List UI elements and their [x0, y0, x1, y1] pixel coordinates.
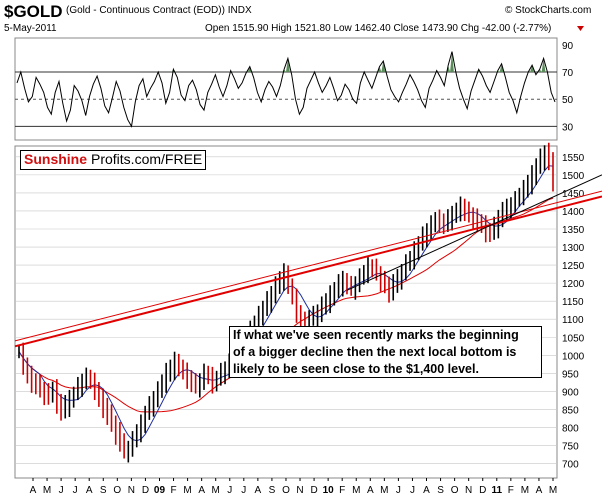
x-tick-label: D — [479, 485, 486, 496]
x-tick-label: M — [380, 485, 388, 496]
x-tick-label: A — [30, 485, 37, 496]
x-tick-label: S — [100, 485, 107, 496]
logo-black-text: Profits.com/FREE — [91, 151, 203, 167]
x-tick-label: 11 — [491, 485, 502, 496]
rsi-overbought-fill — [530, 65, 535, 72]
annotation-line: likely to be seen close to the $1,400 le… — [233, 362, 479, 376]
x-tick-label: M — [212, 485, 220, 496]
sunshine-logo: Sunshine Profits.com/FREE — [20, 150, 206, 170]
x-tick-label: A — [86, 485, 93, 496]
x-tick-label: M — [549, 485, 557, 496]
rsi-line — [16, 51, 556, 128]
trend-line-red — [14, 190, 602, 342]
x-tick-label: A — [198, 485, 205, 496]
price-y-tick-label: 1350 — [562, 225, 585, 236]
logo-red-text: Sunshine — [24, 151, 88, 167]
x-tick-label: N — [465, 485, 472, 496]
price-y-tick-label: 1050 — [562, 333, 585, 344]
x-tick-label: S — [437, 485, 444, 496]
x-tick-label: M — [521, 485, 529, 496]
rsi-overbought-fill — [450, 51, 454, 72]
x-tick-label: J — [59, 485, 64, 496]
ohlc-readout: Open 1515.90 High 1521.80 Low 1462.40 Cl… — [205, 23, 552, 34]
price-y-tick-label: 1500 — [562, 171, 585, 182]
price-y-tick-label: 700 — [562, 460, 579, 471]
rsi-overbought-fill — [499, 63, 504, 72]
price-y-tick-label: 1200 — [562, 279, 585, 290]
price-y-tick-label: 1000 — [562, 351, 585, 362]
x-tick-label: 10 — [323, 485, 335, 496]
symbol-description: (Gold - Continuous Contract (EOD)) INDX — [66, 5, 252, 16]
annotation-line: of a bigger decline then the next local … — [233, 345, 517, 359]
price-y-tick-label: 800 — [562, 423, 579, 434]
price-y-tick-label: 950 — [562, 369, 579, 380]
price-panel — [14, 145, 558, 479]
x-tick-label: F — [508, 485, 514, 496]
trend-line-black — [346, 174, 602, 291]
rsi-overbought-fill — [541, 58, 546, 72]
x-tick-label: A — [255, 485, 262, 496]
rsi-overbought-fill — [286, 58, 290, 72]
rsi-y-tick-label: 70 — [562, 68, 574, 79]
x-tick-label: J — [241, 485, 246, 496]
copyright-text: © StockCharts.com — [505, 5, 592, 16]
rsi-y-tick-label: 50 — [562, 95, 574, 106]
price-y-tick-label: 1150 — [562, 297, 584, 308]
x-tick-label: J — [73, 485, 78, 496]
x-tick-label: M — [183, 485, 191, 496]
x-tick-label: F — [170, 485, 176, 496]
x-tick-label: N — [128, 485, 135, 496]
symbol-title: $GOLD — [4, 2, 63, 21]
x-tick-label: N — [296, 485, 303, 496]
price-y-tick-label: 1450 — [562, 189, 585, 200]
price-y-tick-label: 850 — [562, 405, 579, 416]
rsi-y-tick-label: 30 — [562, 122, 574, 133]
trend-line-red — [14, 195, 602, 348]
x-tick-label: O — [282, 485, 290, 496]
x-tick-label: J — [227, 485, 232, 496]
price-y-tick-label: 1550 — [562, 153, 585, 164]
x-tick-label: 09 — [154, 485, 166, 496]
price-y-tick-label: 1250 — [562, 261, 585, 272]
price-y-tick-label: 750 — [562, 442, 579, 453]
x-tick-label: M — [352, 485, 360, 496]
annotation-line: If what we've seen recently marks the be… — [233, 328, 519, 342]
x-tick-label: D — [310, 485, 317, 496]
x-tick-label: O — [451, 485, 459, 496]
x-tick-label: J — [410, 485, 415, 496]
x-tick-label: D — [142, 485, 149, 496]
x-tick-label: O — [113, 485, 121, 496]
price-y-tick-label: 1300 — [562, 243, 585, 254]
annotation-box: If what we've seen recently marks the be… — [229, 326, 542, 378]
x-tick-label: S — [269, 485, 276, 496]
x-tick-label: J — [396, 485, 401, 496]
price-y-tick-label: 1100 — [562, 315, 584, 326]
x-tick-label: M — [43, 485, 51, 496]
rsi-overbought-fill — [381, 61, 386, 72]
rsi-panel — [14, 37, 558, 141]
x-tick-label: A — [367, 485, 374, 496]
x-tick-label: F — [339, 485, 345, 496]
x-tick-label: A — [536, 485, 543, 496]
date-label: 5-May-2011 — [4, 23, 57, 34]
rsi-y-tick-label: 90 — [562, 41, 574, 52]
price-y-tick-label: 1400 — [562, 207, 585, 218]
price-y-tick-label: 900 — [562, 387, 579, 398]
x-tick-label: A — [423, 485, 430, 496]
